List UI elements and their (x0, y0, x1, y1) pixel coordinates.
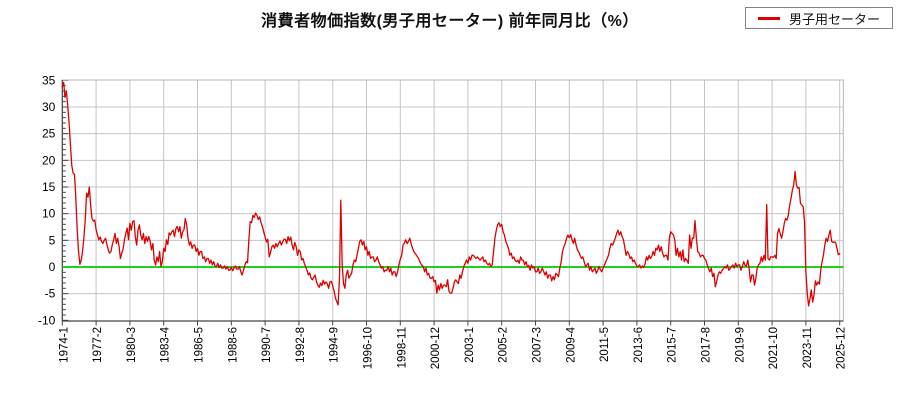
x-tick-label: 2011-5 (599, 327, 611, 362)
x-tick-label: 2007-3 (532, 327, 544, 363)
x-tick-label: 1990-7 (261, 327, 273, 363)
x-tick-label: 2019-9 (734, 327, 746, 363)
plot-border (61, 79, 844, 322)
legend-label: 男子用セーター (788, 11, 880, 27)
x-tick-label: 1974-1 (58, 327, 70, 363)
y-tick-label: 25 (42, 127, 56, 141)
x-tick-label: 1986-5 (194, 327, 206, 363)
x-tick-label: 1977-2 (92, 327, 104, 363)
y-tick-label: 5 (49, 233, 56, 247)
y-tick-label: 15 (42, 180, 56, 194)
x-tick-label: 2005-2 (498, 327, 510, 363)
y-tick-label: 35 (42, 73, 56, 87)
y-tick-label: 20 (42, 153, 56, 167)
x-tick-label: 2025-12 (836, 327, 848, 369)
y-tick-label: -5 (45, 287, 56, 301)
chart-title: 消費者物価指数(男子用セーター) 前年同月比（%） (261, 13, 639, 30)
x-tick-label: 1992-8 (295, 327, 307, 363)
y-tick-label: 10 (42, 207, 56, 221)
data-line-series (61, 81, 841, 307)
x-tick-label: 2013-6 (633, 327, 645, 363)
legend-line-marker (757, 16, 780, 20)
x-tick-label: 1988-6 (227, 327, 239, 363)
x-tick-label: 1994-9 (329, 327, 341, 363)
y-tick-label: -10 (38, 313, 56, 327)
axis-ticks (61, 79, 841, 326)
x-tick-label: 1983-4 (160, 326, 172, 362)
x-tick-label: 1980-3 (126, 327, 138, 363)
x-tick-label: 2021-10 (768, 327, 780, 369)
y-tick-label: 0 (49, 260, 56, 274)
x-tick-label: 2000-12 (430, 327, 442, 369)
x-tick-label: 2003-1 (464, 327, 476, 363)
y-tick-label: 30 (42, 100, 56, 114)
x-tick-label: 1996-10 (363, 327, 375, 369)
x-tick-label: 2015-7 (667, 327, 679, 363)
x-tick-label: 2009-4 (565, 326, 577, 362)
legend-box: 男子用セーター (744, 7, 893, 29)
x-tick-label: 2017-8 (701, 327, 713, 363)
gridlines (62, 80, 844, 321)
x-tick-label: 2023-11 (802, 327, 814, 368)
x-tick-label: 1998-11 (396, 327, 408, 368)
